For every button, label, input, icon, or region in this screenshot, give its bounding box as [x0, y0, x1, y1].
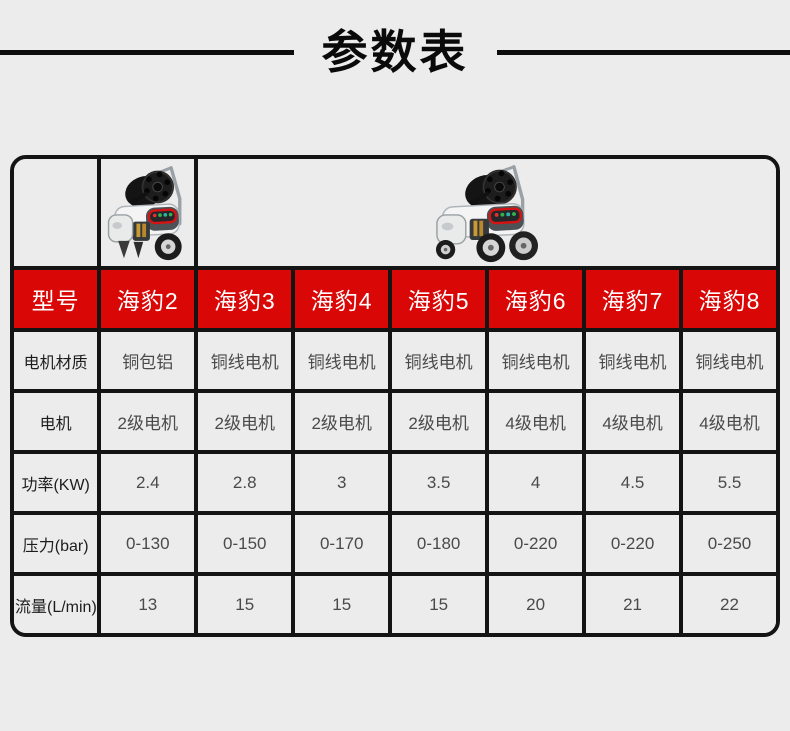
cell-value: 铜线电机	[582, 328, 684, 393]
model-column-header: 型号	[14, 266, 102, 332]
cell-value: 2级电机	[291, 389, 393, 454]
cell-value: 2.8	[194, 450, 296, 515]
cell-value: 20	[485, 572, 587, 633]
cell-value: 铜线电机	[485, 328, 587, 393]
row-label: 压力(bar)	[14, 511, 102, 576]
cell-value: 0-150	[194, 511, 296, 576]
pressure-washer-large-image	[436, 164, 539, 262]
cell-value: 4级电机	[679, 389, 776, 454]
cell-value: 4级电机	[485, 389, 587, 454]
title-rule-left	[0, 49, 294, 55]
row-power-kw: 功率(KW) 2.4 2.8 3 3.5 4 4.5 5.5	[14, 450, 776, 515]
model-header-seal7: 海豹7	[582, 266, 684, 332]
row-flow-lmin: 流量(L/min) 13 15 15 15 20 21 22	[14, 572, 776, 633]
cell-value: 2级电机	[97, 389, 199, 454]
model-header-seal8: 海豹8	[679, 266, 776, 332]
cell-value: 0-170	[291, 511, 393, 576]
cell-value: 3	[291, 450, 393, 515]
row-motor-material: 电机材质 铜包铝 铜线电机 铜线电机 铜线电机 铜线电机 铜线电机 铜线电机	[14, 328, 776, 393]
product-image-cell-large	[194, 159, 776, 270]
cell-value: 21	[582, 572, 684, 633]
model-header-row: 型号 海豹2 海豹3 海豹4 海豹5 海豹6 海豹7 海豹8	[14, 266, 776, 332]
cell-value: 铜线电机	[194, 328, 296, 393]
model-header-seal2: 海豹2	[97, 266, 199, 332]
cell-value: 4级电机	[582, 389, 684, 454]
cell-value: 4.5	[582, 450, 684, 515]
cell-value: 0-130	[97, 511, 199, 576]
row-label: 电机	[14, 389, 102, 454]
page-title: 参数表	[321, 26, 469, 78]
page-header: 参数表	[0, 0, 790, 104]
cell-value: 铜线电机	[388, 328, 490, 393]
pressure-washer-small-image	[107, 165, 182, 260]
cell-value: 2.4	[97, 450, 199, 515]
model-header-seal4: 海豹4	[291, 266, 393, 332]
corner-empty-cell	[14, 159, 102, 270]
cell-value: 15	[291, 572, 393, 633]
hose-reel-icon	[125, 170, 174, 208]
row-label: 功率(KW)	[14, 450, 102, 515]
model-header-seal6: 海豹6	[485, 266, 587, 332]
product-image-row	[14, 159, 776, 270]
row-motor: 电机 2级电机 2级电机 2级电机 2级电机 4级电机 4级电机 4级电机	[14, 389, 776, 454]
row-pressure-bar: 压力(bar) 0-130 0-150 0-170 0-180 0-220 0-…	[14, 511, 776, 576]
cell-value: 3.5	[388, 450, 490, 515]
row-label: 流量(L/min)	[14, 572, 102, 633]
cell-value: 22	[679, 572, 776, 633]
cell-value: 0-180	[388, 511, 490, 576]
cell-value: 5.5	[679, 450, 776, 515]
spec-table-wrapper: 型号 海豹2 海豹3 海豹4 海豹5 海豹6 海豹7 海豹8 电机材质 铜包铝 …	[10, 155, 780, 637]
title-rule-right	[496, 49, 790, 55]
cell-value: 0-220	[485, 511, 587, 576]
cell-value: 15	[388, 572, 490, 633]
cell-value: 0-250	[679, 511, 776, 576]
cell-value: 铜线电机	[291, 328, 393, 393]
cell-value: 铜线电机	[679, 328, 776, 393]
model-header-seal3: 海豹3	[194, 266, 296, 332]
cell-value: 2级电机	[388, 389, 490, 454]
hose-reel-icon	[465, 169, 517, 209]
cell-value: 2级电机	[194, 389, 296, 454]
row-label: 电机材质	[14, 328, 102, 393]
cell-value: 铜包铝	[97, 328, 199, 393]
product-image-cell-small	[97, 159, 199, 270]
cell-value: 13	[97, 572, 199, 633]
model-header-seal5: 海豹5	[388, 266, 490, 332]
spec-table: 型号 海豹2 海豹3 海豹4 海豹5 海豹6 海豹7 海豹8 电机材质 铜包铝 …	[14, 159, 776, 633]
cell-value: 15	[194, 572, 296, 633]
cell-value: 0-220	[582, 511, 684, 576]
cell-value: 4	[485, 450, 587, 515]
